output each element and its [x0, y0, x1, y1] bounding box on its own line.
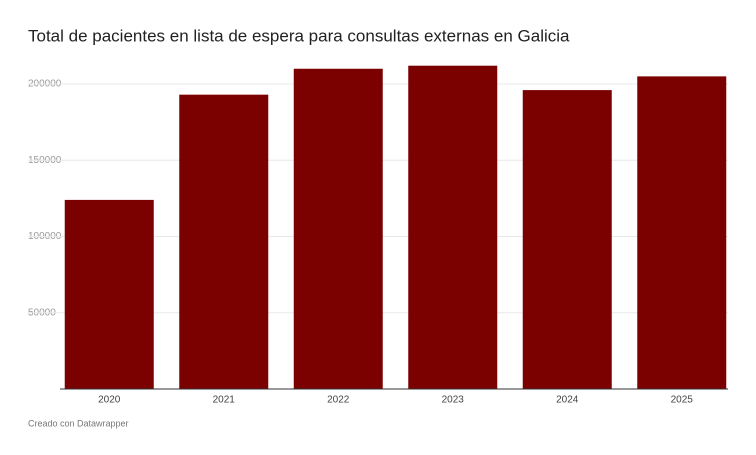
x-tick-label: 2022 — [327, 395, 350, 406]
bar — [637, 76, 727, 389]
footer: Creado con Datawrapper — [28, 418, 129, 428]
bar — [293, 68, 383, 389]
x-tick-label: 2025 — [671, 395, 694, 406]
x-tick-label: 2023 — [442, 395, 465, 406]
bar — [64, 199, 154, 389]
chart-title: Total de pacientes en lista de espera pa… — [28, 26, 570, 45]
bar — [522, 90, 612, 389]
bar — [179, 94, 269, 390]
x-tick-label: 2021 — [213, 395, 236, 406]
x-tick-label: 2020 — [98, 395, 121, 406]
bar — [408, 65, 498, 389]
x-tick-label: 2024 — [556, 395, 579, 406]
